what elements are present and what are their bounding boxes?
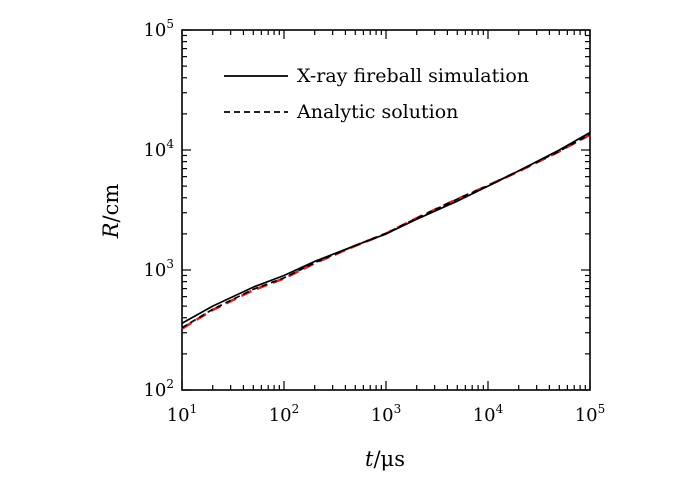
x-tick-base: 10	[167, 405, 190, 426]
y-tick-label: 104	[143, 137, 174, 161]
x-tick-exponent: 5	[598, 402, 606, 416]
x-axis-label-italic: t	[365, 447, 374, 471]
x-tick-label: 104	[473, 402, 504, 426]
y-axis-label-rest: /cm	[99, 184, 123, 223]
x-tick-label: 101	[167, 402, 198, 426]
x-axis-ticks: 101 102 103 104 105	[167, 30, 606, 426]
x-tick-base: 10	[371, 405, 394, 426]
y-tick-base: 10	[143, 380, 166, 401]
x-tick-label: 105	[575, 402, 606, 426]
y-tick-base: 10	[143, 260, 166, 281]
x-tick-exponent: 4	[496, 402, 504, 416]
y-tick-base: 10	[143, 140, 166, 161]
y-tick-label: 102	[143, 377, 174, 401]
y-axis-label-italic: R	[99, 222, 123, 239]
x-tick-base: 10	[575, 405, 598, 426]
y-tick-exponent: 5	[166, 17, 174, 31]
legend-label-0: X-ray fireball simulation	[297, 65, 529, 87]
x-tick-exponent: 1	[190, 402, 198, 416]
x-axis-label: t/μs	[365, 447, 405, 471]
legend-label-1: Analytic solution	[296, 101, 458, 123]
x-axis-label-rest: /μs	[373, 447, 405, 471]
y-tick-label: 105	[143, 17, 174, 41]
x-tick-base: 10	[473, 405, 496, 426]
x-tick-exponent: 2	[292, 402, 300, 416]
series-line-1	[181, 133, 591, 329]
x-tick-label: 102	[269, 402, 300, 426]
y-tick-exponent: 4	[166, 137, 174, 151]
y-tick-base: 10	[143, 20, 166, 41]
y-tick-label: 103	[143, 257, 174, 281]
y-tick-exponent: 2	[166, 377, 174, 391]
legend: X-ray fireball simulation Analytic soluti…	[224, 65, 529, 123]
x-tick-exponent: 3	[394, 402, 402, 416]
series-line-2	[181, 133, 591, 330]
x-tick-label: 103	[371, 402, 402, 426]
x-tick-base: 10	[269, 405, 292, 426]
y-axis-label: R/cm	[99, 184, 123, 240]
series-layer	[181, 131, 591, 330]
y-tick-exponent: 3	[166, 257, 174, 271]
